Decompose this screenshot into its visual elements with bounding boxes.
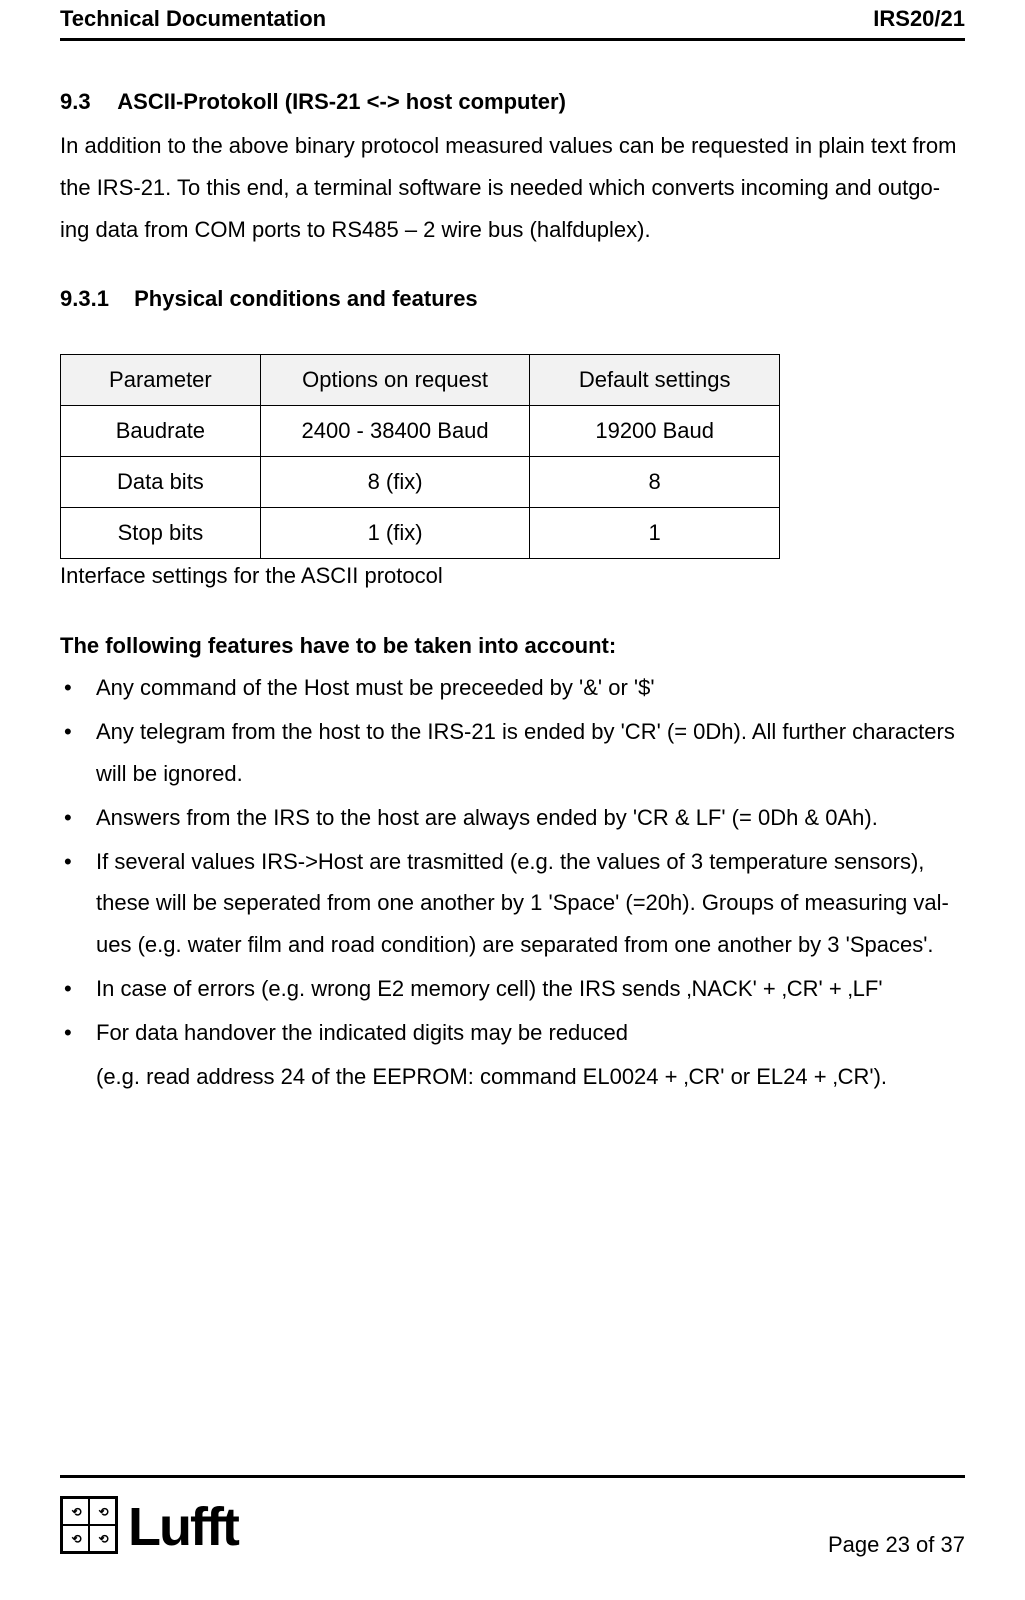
section-intro: In addition to the above binary protocol… [60,125,965,250]
table-cell: 8 (fix) [260,457,530,508]
table-row: Baudrate 2400 - 38400 Baud 19200 Baud [61,406,780,457]
header-rule [60,38,965,41]
table-cell: 19200 Baud [530,406,780,457]
table-cell: Baudrate [61,406,261,457]
table-cell: 2400 - 38400 Baud [260,406,530,457]
section-heading: 9.3 ASCII-Protokoll (IRS-21 <-> host com… [60,89,965,115]
table-header: Options on request [260,355,530,406]
section-number: 9.3 [60,89,112,115]
header-left: Technical Documentation [60,6,326,32]
table-caption: Interface settings for the ASCII protoco… [60,563,965,589]
footer-rule [60,1475,965,1478]
header-right: IRS20/21 [873,6,965,32]
table-cell: 8 [530,457,780,508]
list-item: Answers from the IRS to the host are alw… [60,797,965,839]
list-item: Any telegram from the host to the IRS-21… [60,711,965,795]
table-cell: Stop bits [61,508,261,559]
logo-quadrant: ⟲ [89,1525,116,1552]
subsection-title: Physical conditions and features [134,286,478,311]
list-item: Any command of the Host must be preceede… [60,667,965,709]
settings-table: Parameter Options on request Default set… [60,354,780,559]
table-cell: 1 [530,508,780,559]
lufft-logo-text: Lufft [128,1496,238,1558]
table-row: Data bits 8 (fix) 8 [61,457,780,508]
logo-quadrant: ⟲ [89,1498,116,1525]
subsection-heading: 9.3.1 Physical conditions and features [60,286,965,312]
lufft-logo-icon: ⟲ ⟲ ⟲ ⟲ [60,1496,118,1554]
page-footer: ⟲ ⟲ ⟲ ⟲ Lufft Page 23 of 37 [60,1475,965,1558]
list-item-continuation: (e.g. read address 24 of the EEPROM: com… [60,1056,965,1098]
table-header: Default settings [530,355,780,406]
list-item: In case of errors (e.g. wrong E2 memory … [60,968,965,1010]
list-item: If several values IRS->Host are trasmitt… [60,841,965,966]
logo-quadrant: ⟲ [62,1498,89,1525]
subsection-number: 9.3.1 [60,286,128,312]
section-title: ASCII-Protokoll (IRS-21 <-> host compute… [117,89,566,114]
table-cell: Data bits [61,457,261,508]
table-header: Parameter [61,355,261,406]
features-list: Any command of the Host must be preceede… [60,667,965,1097]
page-number: Page 23 of 37 [828,1532,965,1558]
page-header: Technical Documentation IRS20/21 [60,0,965,32]
table-cell: 1 (fix) [260,508,530,559]
table-header-row: Parameter Options on request Default set… [61,355,780,406]
list-item: For data handover the indicated digits m… [60,1012,965,1054]
table-row: Stop bits 1 (fix) 1 [61,508,780,559]
logo-quadrant: ⟲ [62,1525,89,1552]
lufft-logo: ⟲ ⟲ ⟲ ⟲ Lufft [60,1496,238,1558]
features-title: The following features have to be taken … [60,633,965,659]
